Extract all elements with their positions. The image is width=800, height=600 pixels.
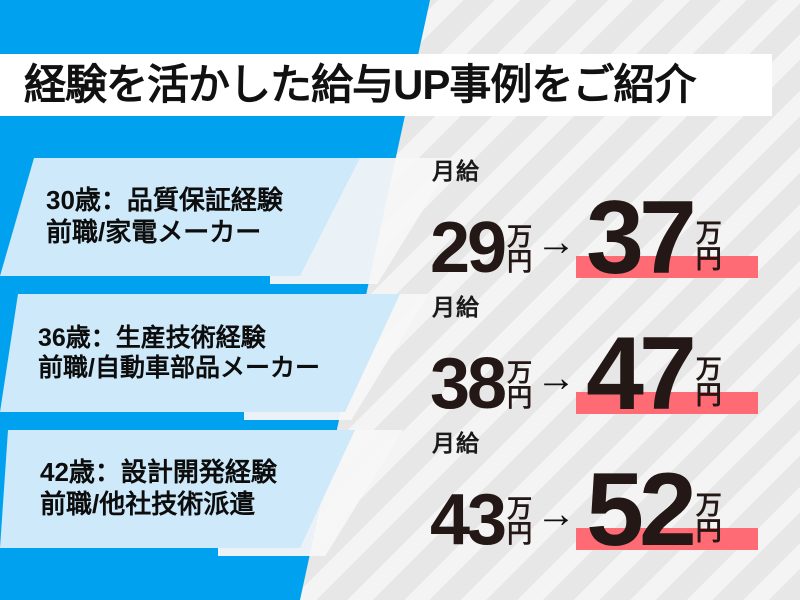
unit-man-label: 万 (507, 359, 533, 387)
salary-before-group: 43 万 円 (420, 479, 534, 560)
salary-before-value: 43 (430, 479, 507, 560)
arrow-right-icon: → (536, 220, 577, 264)
salary-before-value: 29 (430, 207, 507, 288)
unit-man-label: 万 (695, 218, 722, 249)
salary-before-value: 38 (430, 343, 507, 424)
salary-figures: 43 万 円 → 52 万 円 (420, 451, 759, 568)
currency-unit-after: 万 円 (692, 354, 722, 416)
case-profile-line-2: 前職/他社技術派遣 (40, 489, 256, 519)
page-title: 経験を活かした給与UP事例をご紹介 (24, 61, 696, 108)
case-profile-card: 42歳：設計開発経験 前職/他社技術派遣 (0, 430, 355, 548)
case-row: 36歳：生産技術経験 前職/自動車部品メーカー 月給 38 万 円 → 47 (0, 294, 800, 432)
unit-man-label: 万 (695, 490, 722, 521)
case-row: 42歳：設計開発経験 前職/他社技術派遣 月給 43 万 円 → 52 (0, 430, 800, 568)
unit-yen-label: 円 (507, 383, 533, 412)
currency-unit-before: 万 円 (504, 361, 534, 416)
unit-yen-label: 円 (695, 243, 722, 274)
unit-yen-label: 円 (507, 519, 533, 548)
salary-before-group: 38 万 円 (420, 343, 534, 424)
arrow-right-icon: → (536, 492, 577, 536)
salary-after-group: 52 万 円 (576, 451, 759, 568)
currency-unit-before: 万 円 (504, 225, 534, 280)
salary-after-value: 37 (586, 179, 697, 296)
case-profile-line-1: 42歳：設計開発経験 (40, 457, 277, 488)
red-highlight-bar (576, 256, 759, 278)
salary-comparison: 月給 29 万 円 → 37 万 円 (420, 158, 800, 296)
salary-after-value: 47 (586, 315, 697, 432)
monthly-salary-label: 月給 (432, 158, 480, 184)
unit-man-label: 万 (695, 354, 722, 385)
currency-unit-before: 万 円 (504, 497, 534, 552)
unit-man-label: 万 (507, 223, 533, 251)
salary-after-group: 37 万 円 (576, 179, 759, 296)
arrow-right-icon: → (536, 356, 577, 400)
salary-figures: 38 万 円 → 47 万 円 (420, 315, 759, 432)
salary-figures: 29 万 円 → 37 万 円 (420, 179, 759, 296)
case-profile-line-1: 30歳：品質保証経験 (46, 185, 283, 216)
monthly-salary-label: 月給 (432, 294, 480, 320)
salary-after-value: 52 (586, 451, 697, 568)
unit-yen-label: 円 (695, 515, 722, 546)
red-highlight-bar (576, 392, 759, 414)
case-profile-card: 36歳：生産技術経験 前職/自動車部品メーカー (0, 294, 400, 412)
case-profile-card: 30歳：品質保証経験 前職/家電メーカー (0, 158, 360, 276)
currency-unit-after: 万 円 (692, 218, 722, 280)
monthly-salary-label: 月給 (432, 430, 480, 456)
unit-yen-label: 円 (507, 247, 533, 276)
case-profile-line-2: 前職/自動車部品メーカー (38, 354, 320, 382)
currency-unit-after: 万 円 (692, 490, 722, 552)
case-row: 30歳：品質保証経験 前職/家電メーカー 月給 29 万 円 → 37 (0, 158, 800, 296)
red-highlight-bar (576, 528, 759, 550)
salary-before-group: 29 万 円 (420, 207, 534, 288)
salary-comparison: 月給 43 万 円 → 52 万 円 (420, 430, 800, 568)
title-banner: 経験を活かした給与UP事例をご紹介 (0, 54, 772, 116)
salary-comparison: 月給 38 万 円 → 47 万 円 (420, 294, 800, 432)
case-profile-line-2: 前職/家電メーカー (46, 217, 262, 247)
case-profile-line-1: 36歳：生産技術経験 (38, 323, 266, 352)
unit-yen-label: 円 (695, 379, 722, 410)
unit-man-label: 万 (507, 495, 533, 523)
salary-after-group: 47 万 円 (576, 315, 759, 432)
